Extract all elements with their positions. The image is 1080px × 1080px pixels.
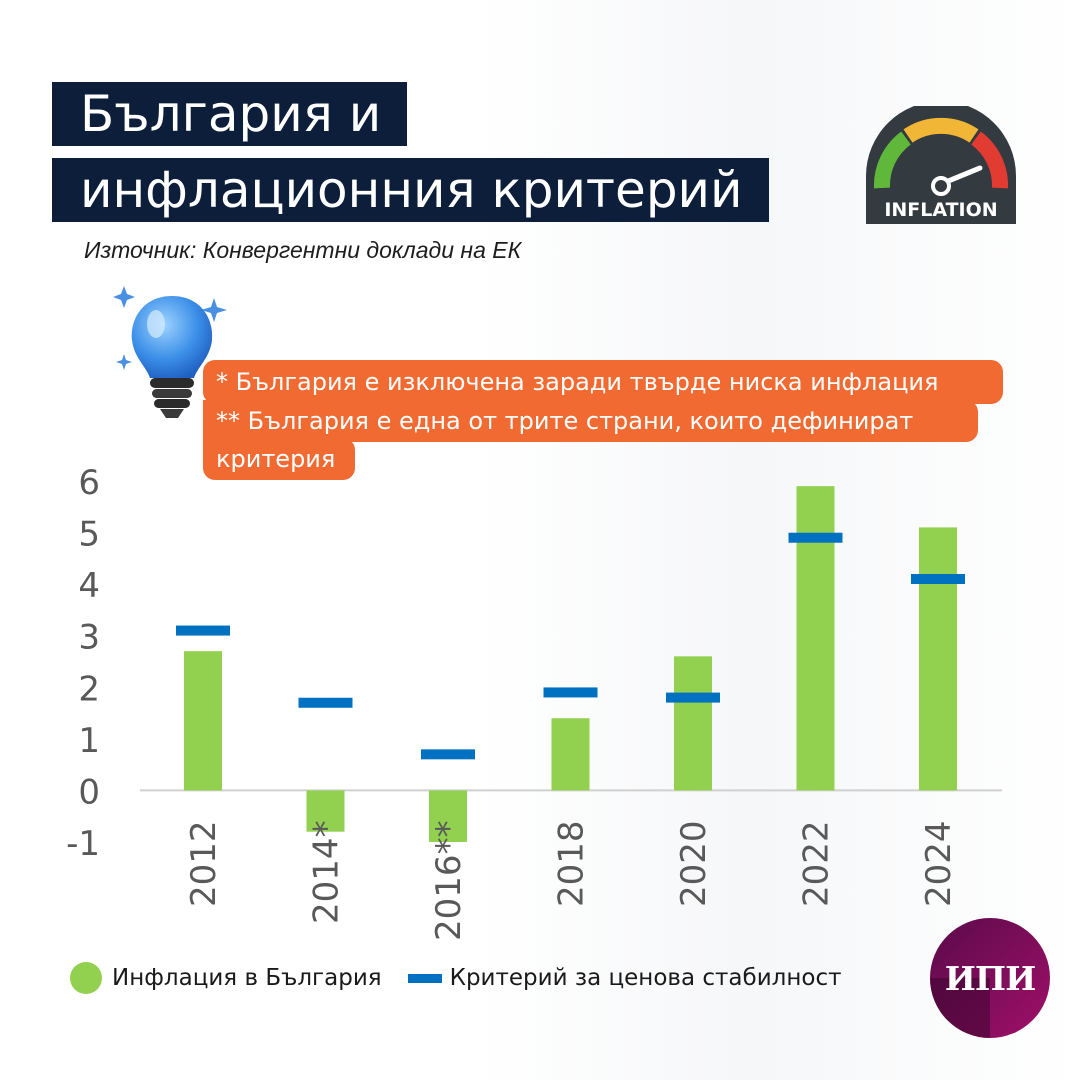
chart-legend: Инфлация в България Критерий за ценова с… bbox=[70, 958, 842, 998]
x-tick-label: 2014* bbox=[307, 820, 347, 924]
y-tick-label: 3 bbox=[78, 618, 100, 658]
legend-bar-swatch bbox=[70, 962, 102, 994]
speedometer-icon: INFLATION bbox=[866, 106, 1016, 224]
footnote-line-1: * България е изключена заради твърде нис… bbox=[203, 360, 1003, 404]
title-line-2: инфлационния критерий bbox=[52, 158, 769, 222]
legend-criterion-label: Критерий за ценова стабилност bbox=[449, 965, 842, 991]
y-tick-label: 5 bbox=[78, 515, 100, 555]
legend-criterion-swatch bbox=[407, 973, 442, 983]
inflation-bar bbox=[429, 790, 467, 842]
criterion-marker bbox=[176, 625, 230, 636]
y-tick-label: 2 bbox=[78, 669, 100, 709]
logo-shape bbox=[930, 918, 1050, 1038]
inflation-bar bbox=[674, 656, 712, 791]
y-tick-label: 0 bbox=[78, 772, 100, 812]
legend-bar-label: Инфлация в България bbox=[112, 965, 382, 991]
inflation-bar bbox=[919, 527, 957, 791]
x-tick-label: 2020 bbox=[674, 820, 714, 907]
logo-text: ИПИ bbox=[944, 958, 1037, 998]
criterion-marker bbox=[543, 687, 598, 698]
title-line-1-text: България и bbox=[80, 85, 382, 143]
inflation-bar bbox=[551, 718, 590, 791]
criterion-marker bbox=[298, 697, 353, 708]
x-tick-label: 2022 bbox=[797, 820, 837, 907]
gauge-label: INFLATION bbox=[884, 199, 997, 221]
title-line-2-text: инфлационния критерий bbox=[80, 161, 743, 219]
lightbulb-icon bbox=[113, 286, 227, 418]
y-tick-label: 4 bbox=[78, 566, 100, 606]
x-tick-label: 2012 bbox=[184, 820, 224, 907]
footnote-line-2: ** България е една от трите страни, коит… bbox=[203, 400, 978, 442]
footnote-callout: * България е изключена заради твърде нис… bbox=[203, 360, 1003, 482]
y-tick-label: 6 bbox=[78, 463, 100, 503]
y-tick-label: 1 bbox=[78, 721, 100, 761]
y-tick-label: -1 bbox=[66, 824, 100, 864]
footnote-line-3: критерия bbox=[203, 438, 355, 480]
inflation-bar bbox=[796, 486, 835, 791]
x-tick-label: 2024 bbox=[919, 820, 959, 907]
criterion-marker bbox=[421, 749, 475, 760]
criterion-marker bbox=[911, 573, 965, 584]
x-tick-label: 2016** bbox=[429, 820, 469, 941]
ipi-logo: ИПИ bbox=[928, 916, 1052, 1040]
title-line-1: България и bbox=[52, 82, 408, 146]
x-tick-label: 2018 bbox=[552, 820, 592, 907]
source-text: Източник: Конвергентни доклади на ЕК bbox=[84, 237, 522, 263]
criterion-marker bbox=[666, 692, 720, 703]
inflation-bar bbox=[184, 651, 222, 791]
criterion-marker bbox=[788, 532, 843, 543]
inflation-chart: -1 0 1 2 3 4 5 6 2012 2014* 2016** 2018 2020 2022 2024 bbox=[66, 463, 1002, 941]
inflation-bar bbox=[306, 790, 345, 832]
